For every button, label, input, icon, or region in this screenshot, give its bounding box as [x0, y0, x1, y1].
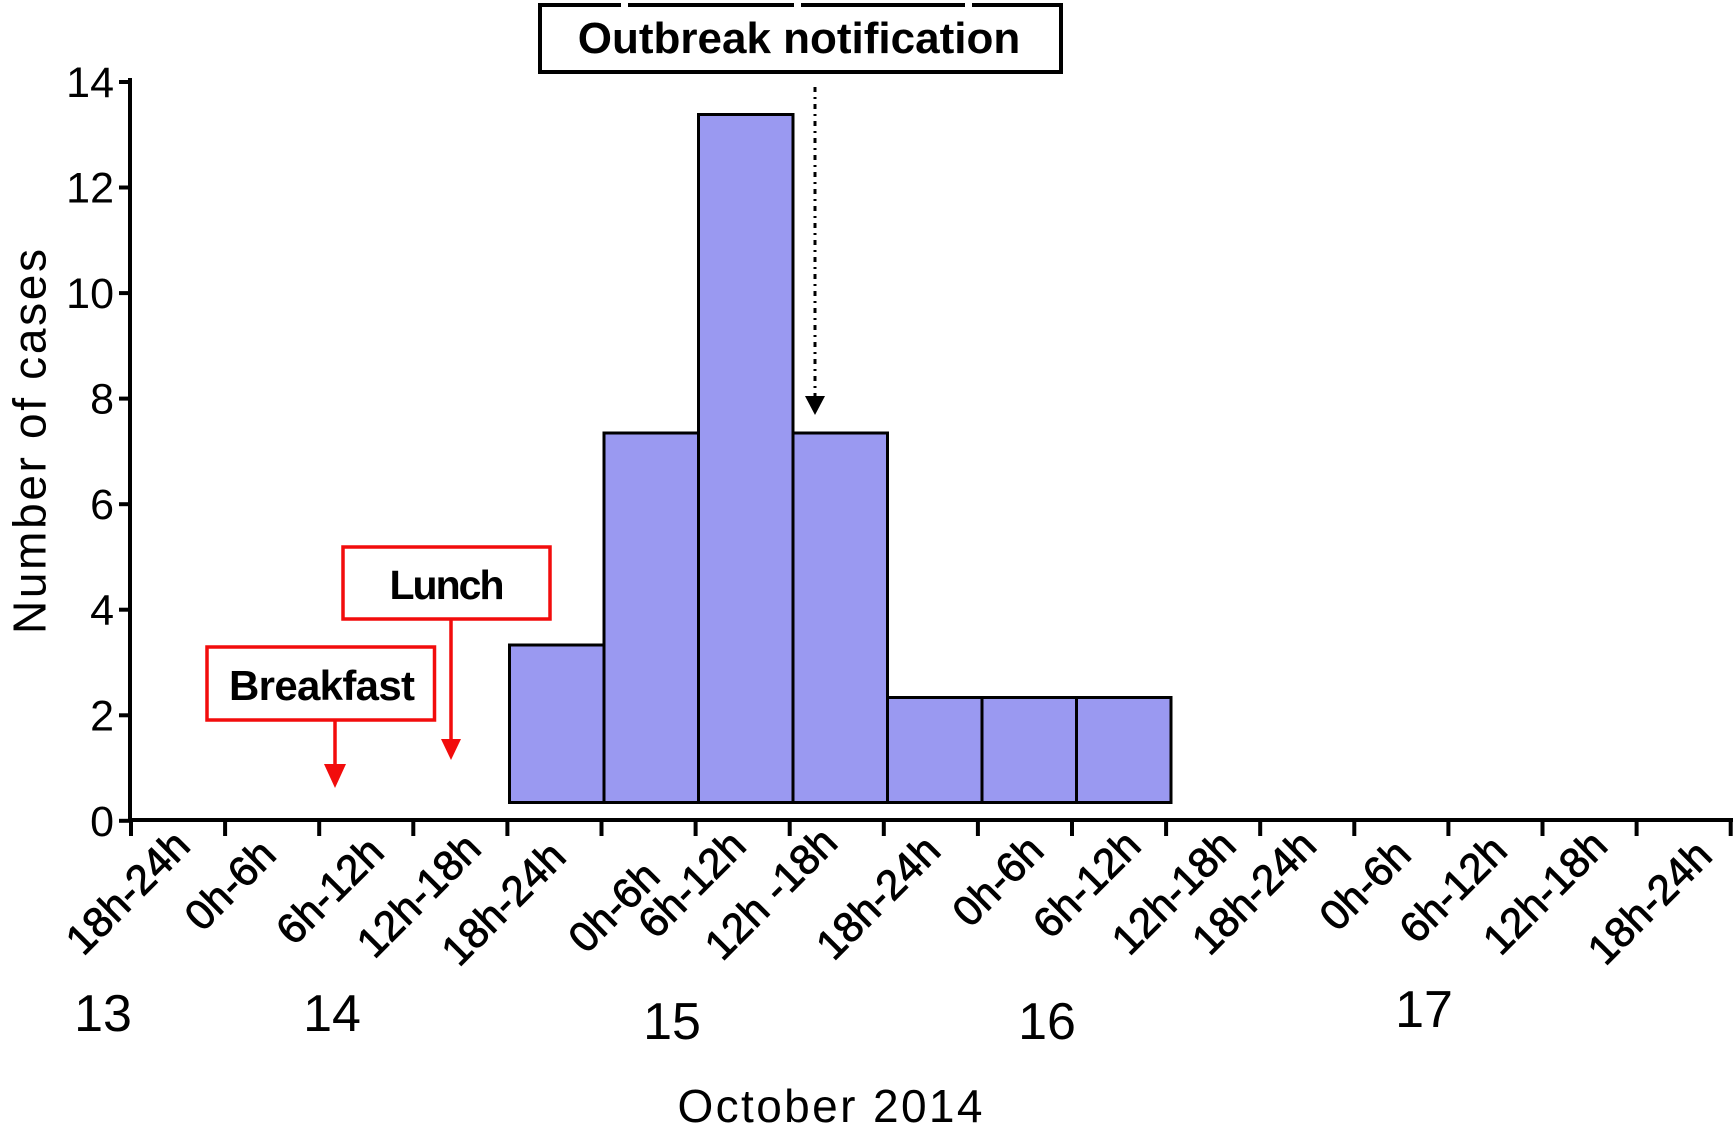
svg-text:10: 10: [66, 270, 114, 318]
svg-text:2: 2: [90, 692, 114, 740]
svg-text:12: 12: [66, 165, 114, 213]
svg-text:0: 0: [90, 798, 114, 846]
svg-text:14: 14: [303, 985, 361, 1043]
svg-text:October 2014: October 2014: [678, 1080, 983, 1125]
svg-text:6: 6: [90, 481, 114, 529]
svg-text:16: 16: [1018, 993, 1076, 1051]
svg-text:13: 13: [74, 985, 132, 1043]
svg-text:14: 14: [66, 59, 114, 107]
svg-text:17: 17: [1395, 981, 1453, 1039]
svg-text:Lunch: Lunch: [390, 562, 505, 608]
svg-text:Breakfast: Breakfast: [229, 662, 415, 709]
svg-text:Outbreak notification: Outbreak notification: [578, 14, 1020, 63]
svg-text:15: 15: [643, 993, 701, 1051]
svg-text:8: 8: [90, 376, 114, 424]
svg-text:4: 4: [90, 587, 114, 635]
